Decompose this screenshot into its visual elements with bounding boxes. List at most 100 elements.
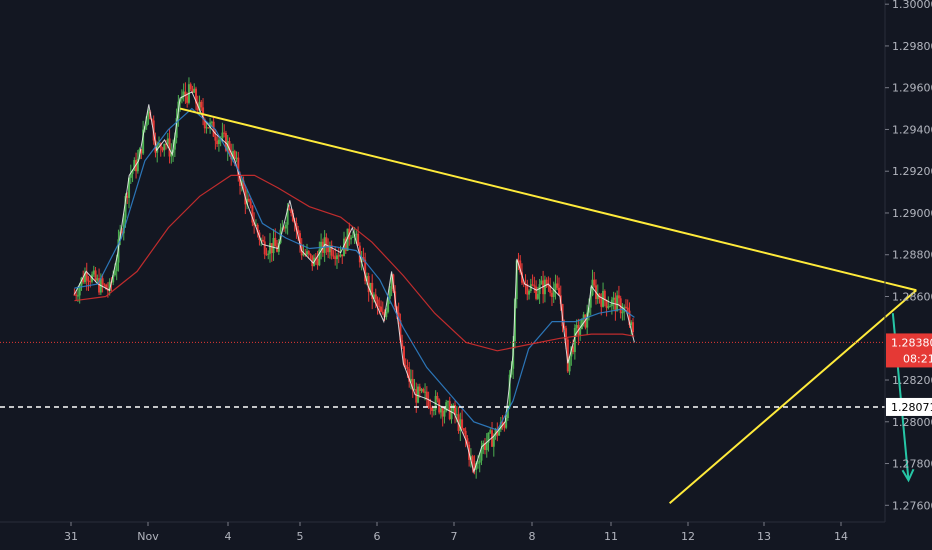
- candle-body: [501, 422, 504, 425]
- candle-body: [133, 160, 136, 171]
- candle-body: [587, 307, 590, 313]
- candle-body: [193, 88, 196, 93]
- y-tick-label: 1.28800: [892, 249, 932, 262]
- price-axis[interactable]: 1.30000 1.29800 1.29600 1.29400 1.29200 1.290…: [885, 0, 932, 512]
- candle-body: [184, 91, 187, 97]
- time-axis[interactable]: 31 Nov 4 5 6 7 8 11 12 13 14: [64, 522, 848, 543]
- candle-body: [89, 281, 92, 283]
- candle-body: [288, 208, 291, 210]
- candle-body: [186, 96, 189, 103]
- candle-body: [605, 300, 608, 308]
- y-tick-label: 1.28600: [892, 290, 932, 303]
- candle-body: [371, 282, 374, 299]
- candle-body: [198, 101, 201, 111]
- candle-body: [482, 443, 485, 450]
- candle-body: [582, 314, 585, 319]
- candle-body: [459, 419, 462, 431]
- candle-body: [526, 284, 529, 295]
- candle-body: [519, 260, 522, 273]
- candle-body: [464, 430, 467, 439]
- candle-body: [388, 288, 391, 299]
- candle-body: [335, 255, 338, 260]
- candle-body: [380, 306, 383, 312]
- x-tick-label: 13: [757, 530, 771, 543]
- candle-body: [261, 239, 264, 242]
- candle-body: [108, 281, 111, 291]
- candle-body: [452, 404, 455, 411]
- candle-body: [565, 328, 568, 340]
- candle-body: [439, 408, 442, 413]
- candle-body: [351, 236, 354, 238]
- candle-body: [489, 430, 492, 433]
- candle-body: [575, 325, 578, 329]
- candle-body: [295, 222, 298, 230]
- candle-body: [573, 328, 576, 353]
- ema_slow-line: [74, 174, 635, 352]
- candle-body: [545, 279, 548, 286]
- candle-body: [593, 279, 596, 286]
- price-badges: 1.28380 08:21 1.28071: [886, 333, 932, 416]
- candle-body: [73, 294, 76, 296]
- y-tick-label: 1.28000: [892, 416, 932, 429]
- candle-body: [214, 136, 217, 141]
- candle-body: [96, 278, 99, 281]
- candle-body: [478, 460, 481, 463]
- candle-body: [436, 395, 439, 400]
- upper-trendline[interactable]: [179, 107, 917, 292]
- x-tick-label: 6: [374, 530, 381, 543]
- candle-body: [350, 237, 353, 240]
- candle-body: [246, 198, 249, 205]
- candle-body: [483, 443, 486, 451]
- candle-body: [233, 151, 236, 159]
- candle-body: [450, 410, 453, 420]
- candle-body: [200, 101, 203, 108]
- candle-body: [274, 237, 277, 247]
- candle-body: [522, 282, 525, 284]
- candle-body: [624, 306, 627, 308]
- candle-body: [170, 152, 173, 157]
- candle-body: [205, 127, 208, 129]
- candle-body: [320, 241, 323, 250]
- candle-countdown: 08:21: [903, 352, 932, 365]
- candle-body: [603, 290, 606, 301]
- candle-body: [228, 141, 231, 154]
- candle-body: [239, 175, 242, 186]
- candle-body: [417, 386, 420, 403]
- x-tick-label: 8: [529, 530, 536, 543]
- candle-body: [422, 389, 425, 392]
- candle-body: [427, 399, 430, 408]
- candle-body: [189, 84, 192, 90]
- candle-body: [385, 311, 388, 318]
- candle-body: [617, 295, 620, 299]
- candle-body: [94, 270, 97, 281]
- x-tick-label: 5: [297, 530, 304, 543]
- candle-body: [182, 91, 185, 97]
- lower-trendline[interactable]: [668, 289, 917, 504]
- candle-body: [520, 272, 523, 283]
- candle-body: [446, 401, 449, 403]
- candle-body: [270, 243, 273, 254]
- candle-body: [122, 217, 125, 234]
- candle-body: [147, 111, 150, 117]
- candle-body: [101, 278, 104, 285]
- x-tick-label: Nov: [137, 530, 159, 543]
- close_path-line: [73, 91, 635, 474]
- candle-body: [78, 285, 81, 296]
- candle-body: [283, 227, 286, 229]
- candle-body: [92, 270, 95, 275]
- candle-body: [157, 143, 160, 146]
- candle-body: [191, 89, 194, 93]
- candle-body: [404, 365, 407, 368]
- candle-body: [434, 395, 437, 410]
- candle-body: [224, 133, 227, 151]
- candle-body: [256, 224, 259, 233]
- candle-body: [387, 298, 390, 312]
- candle-body: [161, 147, 164, 151]
- candle-body: [505, 417, 508, 428]
- candle-body: [461, 419, 464, 429]
- candle-body: [418, 386, 421, 391]
- candle-body: [580, 318, 583, 330]
- candle-body: [87, 280, 90, 282]
